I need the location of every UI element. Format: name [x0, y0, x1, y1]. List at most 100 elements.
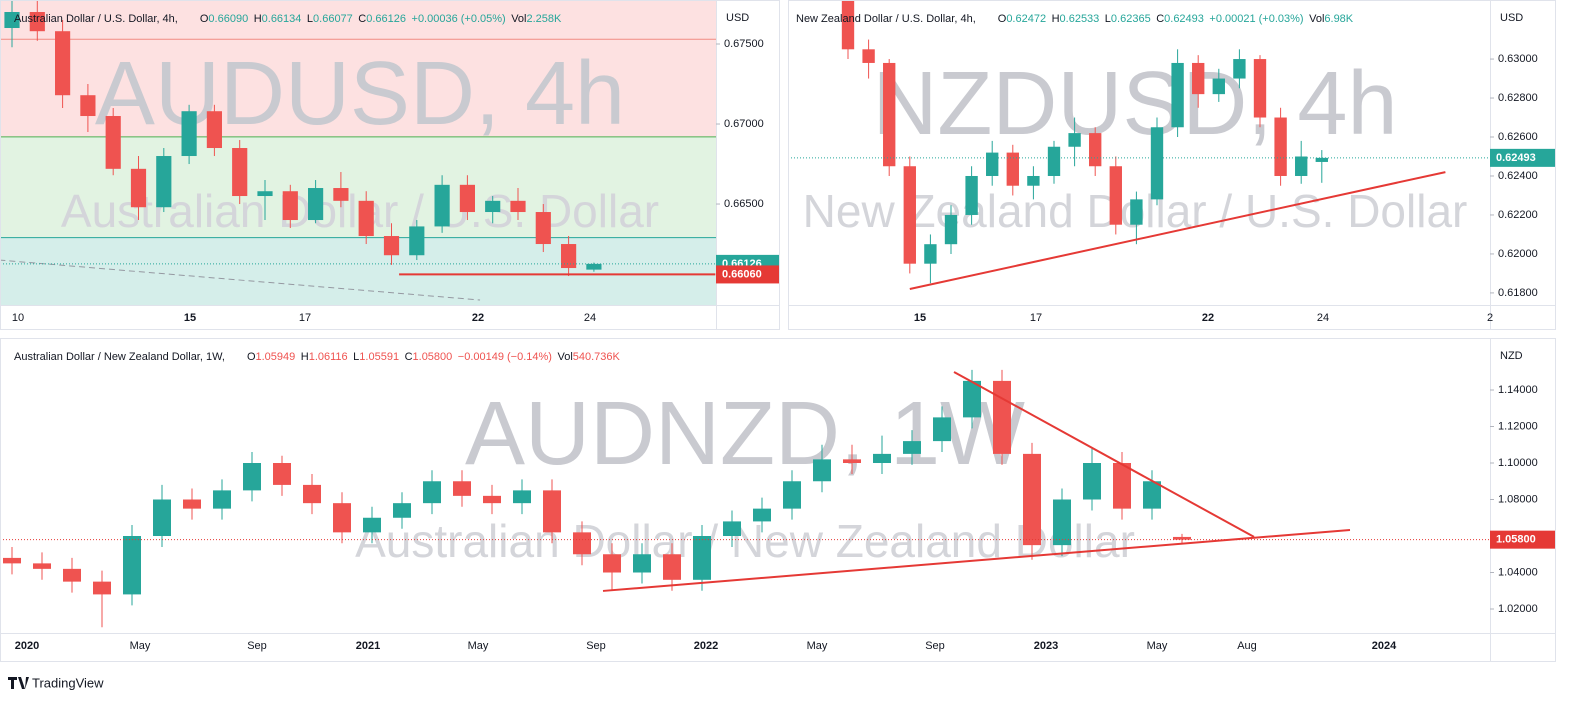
candle-body [965, 175, 978, 215]
zone [0, 237, 716, 305]
candle-body [783, 481, 801, 509]
candle-body [1253, 59, 1267, 118]
candle-body [1053, 499, 1071, 546]
chart-panel: AUDNZD, 1W Australian Dollar / New Zealan… [0, 338, 1556, 662]
candle-body [459, 184, 475, 213]
candle-body [813, 459, 831, 482]
logo-icon [8, 677, 29, 689]
candle-body [586, 263, 602, 270]
legend-key: H [301, 351, 309, 363]
watermark: AUDNZD, 1W [465, 384, 1025, 484]
legend-gap [620, 351, 626, 363]
y-tick-label: 1.10000 [1498, 457, 1538, 469]
x-tick-label: 22 [1202, 312, 1214, 324]
y-tick-label: 1.04000 [1498, 566, 1538, 578]
candle-body [232, 148, 248, 197]
legend-gap [225, 351, 247, 363]
legend-value: 540.736K [573, 351, 621, 363]
trend-line [0, 259, 481, 301]
candle-body [29, 12, 45, 32]
legend-value: 0.66126 [366, 13, 406, 25]
watermark: AUDUSD, 4h [95, 44, 625, 144]
legend-title: Australian Dollar / New Zealand Dollar, … [14, 351, 225, 363]
legend-key: O [200, 13, 209, 25]
candle-body [510, 200, 526, 213]
candle-body [181, 111, 197, 157]
candle-body [213, 490, 231, 509]
legend-value: 1.06116 [309, 351, 348, 363]
candle-body [862, 49, 875, 63]
legend-gap [976, 13, 998, 25]
legend-value: 1.05591 [359, 351, 399, 363]
y-tick-label: 0.67500 [724, 38, 764, 50]
candle-body [409, 226, 425, 256]
candle-body [513, 490, 531, 504]
candle-body [363, 517, 381, 533]
candle-body [1047, 146, 1061, 176]
candle-body [1212, 78, 1225, 95]
x-tick-label: 2 [1487, 312, 1493, 324]
candle-body [123, 536, 141, 595]
y-tick-label: 0.62600 [1498, 131, 1538, 143]
chart-panel: NZDUSD, 4h New Zealand Dollar / U.S. Doll… [788, 0, 1556, 330]
y-tick-label: 0.62400 [1498, 170, 1538, 182]
legend-gap [561, 13, 567, 25]
candle-body [483, 495, 501, 504]
candle-body [1089, 133, 1102, 167]
candle-body [561, 244, 577, 269]
candle-body [1150, 127, 1164, 200]
candle-body [903, 166, 916, 264]
x-tick-label: May [1147, 640, 1168, 652]
candle-body [1027, 175, 1040, 186]
y-tick-label: 1.02000 [1498, 603, 1538, 615]
footer-logo [8, 677, 29, 689]
candle-body [183, 499, 201, 509]
trend-line [953, 371, 1255, 538]
candle-body [303, 484, 321, 504]
y-tick-label: 0.67000 [724, 118, 764, 130]
x-tick-label: 2022 [694, 640, 718, 652]
x-tick-label: 22 [472, 312, 484, 324]
legend-key: C [1156, 13, 1164, 25]
currency-label: USD [726, 12, 749, 24]
candle-body [4, 12, 20, 29]
candle-body [963, 380, 981, 418]
legend-value: 0.62493 [1164, 13, 1204, 25]
candle-body [105, 116, 121, 169]
candle-body [986, 152, 999, 176]
x-tick-label: 17 [1030, 312, 1042, 324]
watermark-sub: Australian Dollar / New Zealand Dollar [355, 515, 1135, 567]
candle-body [55, 31, 71, 96]
plot-area: NZDUSD, 4h New Zealand Dollar / U.S. Doll… [788, 0, 1490, 290]
candle-body [1173, 536, 1191, 540]
candle-body [573, 532, 591, 555]
legend-key: L [353, 351, 359, 363]
x-tick-label: 24 [584, 312, 596, 324]
y-tick-label: 0.62000 [1498, 248, 1538, 260]
y-tick-label: 1.12000 [1498, 420, 1538, 432]
y-tick-label: 0.61800 [1498, 287, 1538, 299]
legend-value: 1.05800 [413, 351, 453, 363]
candle-body [33, 563, 51, 569]
price-tag-label: 1.05800 [1496, 534, 1536, 546]
candle-body [663, 554, 681, 580]
legend-key: H [254, 13, 262, 25]
candle-body [156, 156, 172, 208]
legend-value: 6.98K [1324, 13, 1353, 25]
candle-body [1068, 133, 1081, 147]
legend-key: L [307, 13, 313, 25]
legend-key: C [405, 351, 413, 363]
candle-body [933, 417, 951, 442]
x-tick-label: Sep [925, 640, 945, 652]
legend-key: L [1105, 13, 1111, 25]
candle-body [153, 499, 171, 537]
x-tick-label: 2023 [1034, 640, 1058, 652]
legend-value: 0.66077 [313, 13, 353, 25]
trend-line [909, 171, 1446, 290]
candle-body [535, 212, 551, 245]
candle-body [873, 453, 891, 464]
candle-body [1130, 199, 1143, 225]
currency-label: USD [1500, 12, 1523, 24]
legend-key: Vol [511, 13, 526, 25]
